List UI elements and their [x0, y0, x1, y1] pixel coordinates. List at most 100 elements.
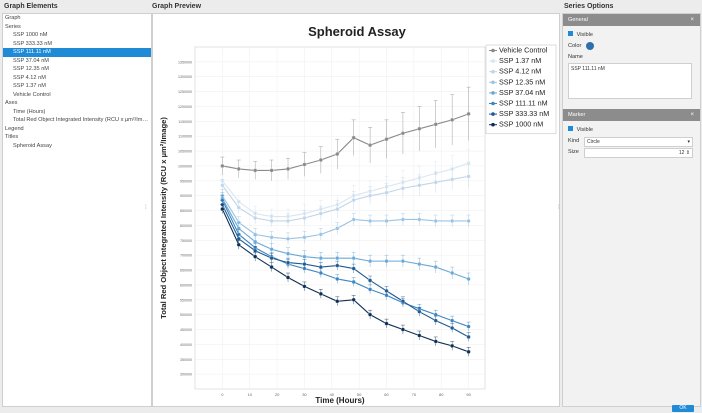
kind-select[interactable]: Circle ▾ — [584, 137, 693, 147]
data-point[interactable] — [433, 180, 438, 185]
tree-item[interactable]: Total Red Object Integrated Intensity (R… — [13, 117, 151, 123]
data-point[interactable] — [351, 217, 356, 222]
data-point[interactable] — [384, 259, 389, 264]
data-point[interactable] — [400, 186, 405, 191]
data-point[interactable] — [285, 166, 291, 171]
marker-section-header[interactable]: Marker × — [563, 109, 700, 121]
data-point[interactable] — [466, 174, 471, 179]
data-point[interactable] — [220, 183, 225, 188]
general-close-icon[interactable]: × — [690, 17, 694, 23]
tree-item[interactable]: Legend — [5, 125, 24, 132]
data-point[interactable] — [335, 152, 340, 157]
marker-close-icon[interactable]: × — [690, 112, 694, 118]
data-point[interactable] — [466, 334, 471, 340]
ok-button[interactable]: OK — [672, 405, 694, 412]
data-point[interactable] — [433, 218, 438, 224]
data-point[interactable] — [384, 218, 389, 224]
data-point[interactable] — [450, 318, 455, 323]
tree-item[interactable]: SSP 1000 nM — [13, 32, 48, 38]
data-point[interactable] — [400, 217, 405, 222]
data-point[interactable] — [368, 259, 373, 264]
data-point[interactable] — [318, 232, 323, 237]
data-point[interactable] — [318, 265, 323, 270]
data-point[interactable] — [433, 265, 438, 270]
data-point[interactable] — [400, 259, 405, 264]
data-point[interactable] — [302, 262, 307, 267]
data-point[interactable] — [368, 278, 373, 283]
data-point[interactable] — [466, 324, 471, 329]
data-point[interactable] — [450, 270, 455, 276]
data-point[interactable] — [335, 299, 340, 304]
data-point[interactable] — [450, 325, 455, 331]
data-point[interactable] — [318, 211, 323, 216]
data-point[interactable] — [302, 235, 307, 240]
data-point[interactable] — [351, 256, 356, 261]
data-point[interactable] — [450, 177, 455, 182]
data-point[interactable] — [433, 122, 438, 127]
data-point[interactable] — [335, 276, 340, 282]
data-point[interactable] — [236, 205, 241, 210]
data-point[interactable] — [302, 162, 307, 167]
data-point[interactable] — [368, 193, 373, 198]
data-point[interactable] — [450, 117, 455, 122]
data-point[interactable] — [269, 218, 274, 224]
tree-item[interactable]: SSP 111.11 nM — [3, 48, 151, 57]
data-point[interactable] — [400, 299, 405, 304]
data-point[interactable] — [466, 349, 471, 354]
data-point[interactable] — [285, 251, 291, 256]
data-point[interactable] — [253, 168, 258, 173]
data-point[interactable] — [417, 183, 422, 188]
data-point[interactable] — [351, 297, 356, 302]
data-point[interactable] — [466, 276, 471, 282]
data-point[interactable] — [269, 256, 274, 261]
color-swatch[interactable] — [585, 41, 594, 50]
tree-item[interactable]: SSP 333.33 nM — [13, 40, 53, 47]
data-point[interactable] — [285, 236, 291, 241]
data-point[interactable] — [351, 266, 356, 271]
data-point[interactable] — [236, 166, 241, 171]
data-point[interactable] — [433, 339, 438, 344]
data-point[interactable] — [417, 262, 422, 267]
tree-item[interactable]: Vehicle Control — [13, 91, 51, 98]
data-point[interactable] — [269, 265, 274, 270]
tree-item[interactable]: Graph — [5, 15, 21, 21]
tree-item[interactable]: SSP 4.12 nM — [13, 74, 46, 81]
data-point[interactable] — [450, 218, 455, 224]
data-point[interactable] — [236, 242, 241, 247]
marker-visible-checkbox[interactable] — [568, 126, 573, 132]
data-point[interactable] — [368, 218, 373, 224]
data-point[interactable] — [368, 312, 373, 317]
data-point[interactable] — [335, 226, 340, 231]
tree-item[interactable]: SSP 1.37 nM — [13, 83, 46, 89]
visible-checkbox-row[interactable]: Visible — [568, 30, 695, 41]
data-point[interactable] — [351, 279, 356, 284]
data-point[interactable] — [466, 218, 471, 224]
data-point[interactable] — [302, 284, 307, 289]
data-point[interactable] — [384, 137, 389, 142]
data-point[interactable] — [417, 333, 422, 338]
data-point[interactable] — [384, 288, 389, 293]
marker-visible-row[interactable]: Visible — [568, 125, 695, 136]
data-point[interactable] — [269, 235, 274, 240]
data-point[interactable] — [400, 327, 405, 332]
data-point[interactable] — [417, 217, 422, 222]
data-point[interactable] — [351, 198, 356, 203]
data-point[interactable] — [318, 270, 323, 276]
data-point[interactable] — [400, 131, 405, 136]
data-point[interactable] — [384, 321, 389, 326]
data-point[interactable] — [368, 287, 373, 292]
tree-item[interactable]: SSP 37.04 nM — [13, 57, 49, 64]
data-point[interactable] — [269, 247, 274, 252]
name-textarea[interactable]: SSP 111.11 nM — [568, 63, 692, 99]
data-point[interactable] — [253, 254, 258, 259]
data-point[interactable] — [302, 215, 307, 221]
data-point[interactable] — [220, 163, 225, 169]
data-point[interactable] — [285, 218, 291, 224]
data-point[interactable] — [253, 215, 258, 221]
tree-item[interactable]: Axes — [5, 100, 18, 106]
data-point[interactable] — [285, 275, 291, 280]
data-point[interactable] — [318, 256, 323, 261]
data-point[interactable] — [335, 207, 340, 212]
data-point[interactable] — [269, 168, 274, 173]
data-point[interactable] — [335, 263, 340, 268]
